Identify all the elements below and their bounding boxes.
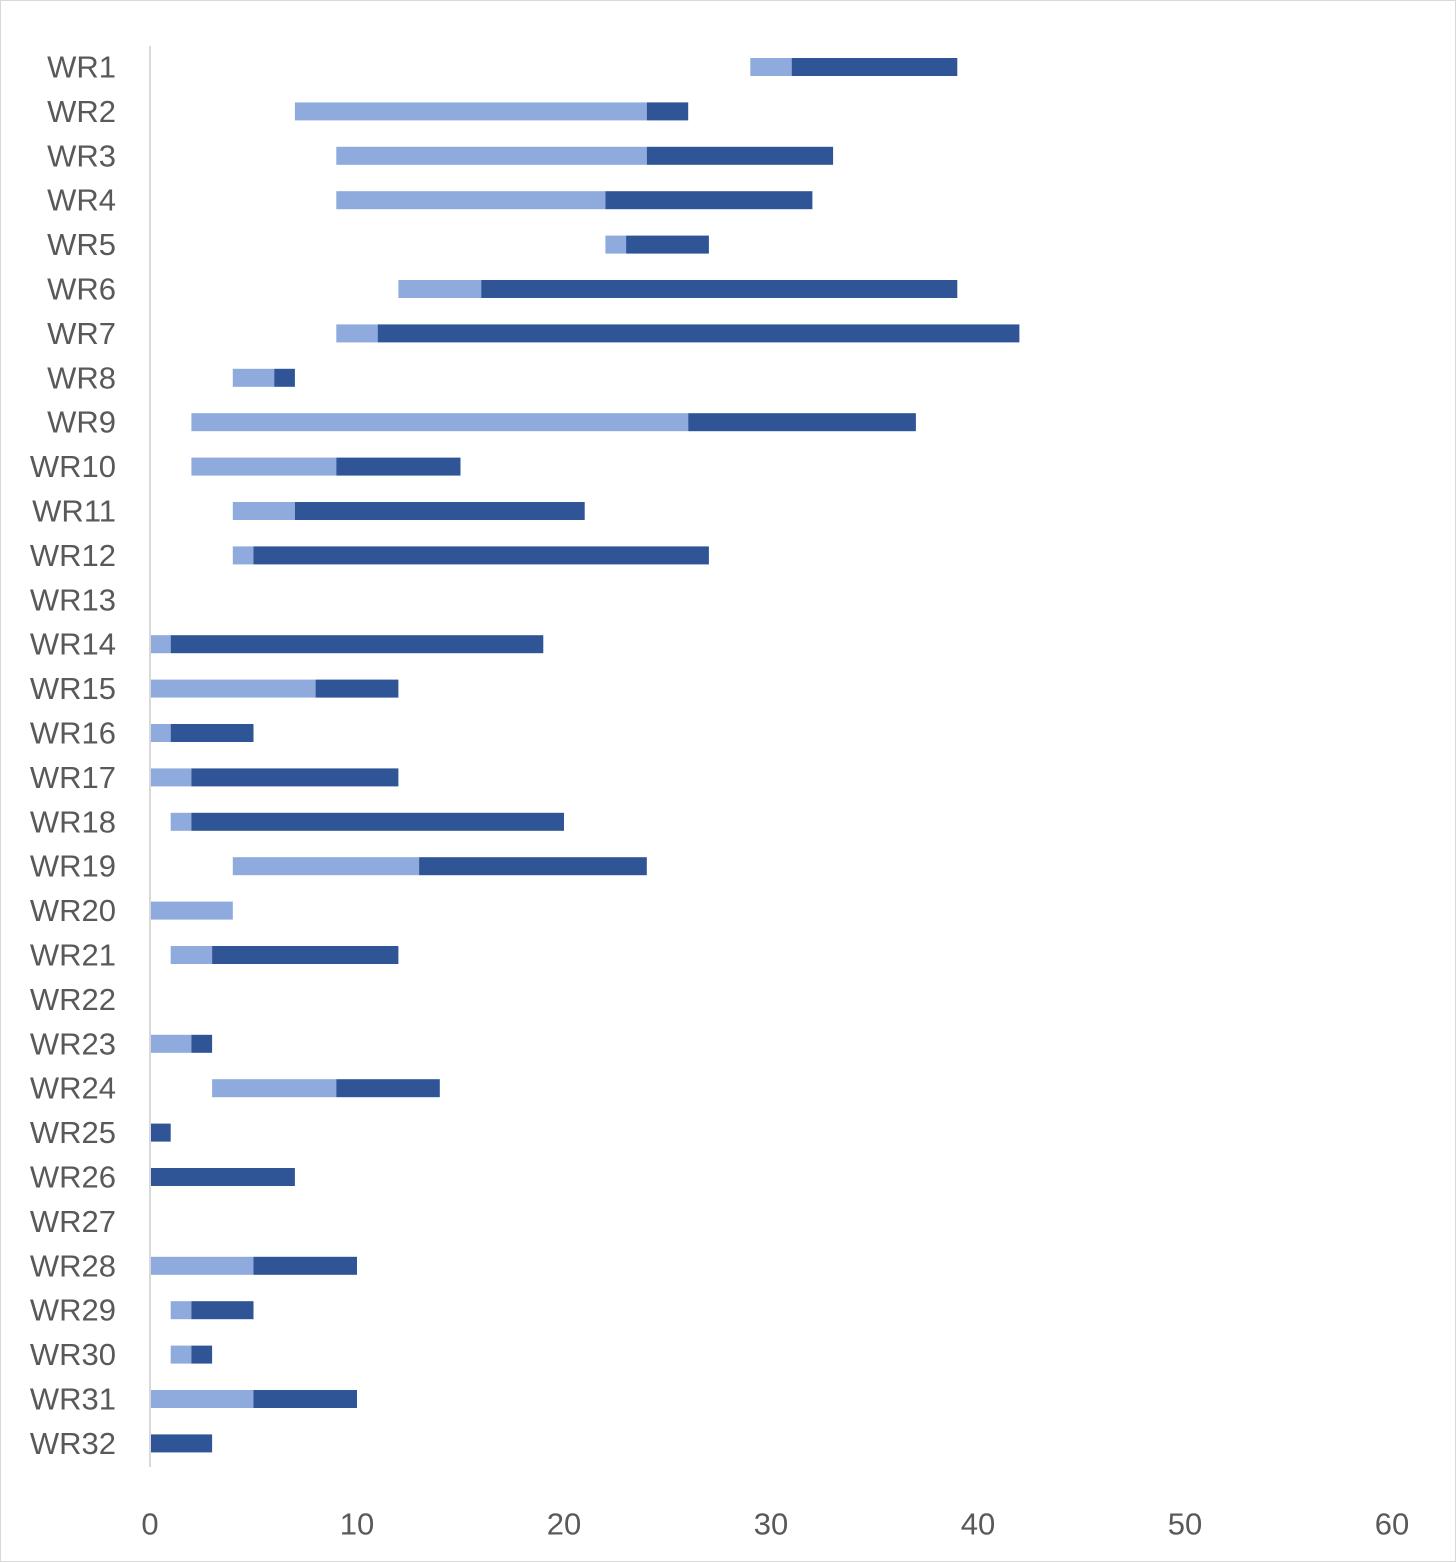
- bar-segment-dark: [336, 1079, 440, 1098]
- y-tick-label: WR28: [30, 1248, 116, 1283]
- y-tick-label: WR6: [47, 272, 116, 307]
- bar-segment-light: [150, 901, 233, 920]
- y-tick-label: WR23: [30, 1026, 116, 1061]
- bar-segment-dark: [419, 857, 647, 876]
- y-tick-label: WR5: [47, 227, 116, 262]
- y-tick-label: WR30: [30, 1337, 116, 1372]
- bar-segment-dark: [150, 1123, 171, 1142]
- bar-segment-dark: [191, 1345, 213, 1364]
- y-tick-label: WR25: [30, 1115, 116, 1150]
- y-tick-label: WR29: [30, 1293, 116, 1328]
- bar-segment-dark: [191, 768, 399, 787]
- y-axis-tick-labels: WR1 WR2 WR3 WR4 WR5 WR6 WR7 WR8 WR9 WR10 WR11 WR12 W…: [30, 50, 116, 1461]
- bar-segment-light: [232, 857, 420, 876]
- bar-segment-dark: [253, 546, 709, 565]
- bar-segment-dark: [191, 1034, 213, 1053]
- y-tick-label: WR3: [47, 138, 116, 173]
- bar-segment-light: [191, 413, 689, 432]
- bar-segment-light: [336, 146, 647, 165]
- y-tick-label: WR22: [30, 982, 116, 1017]
- bar-segment-dark: [274, 368, 295, 387]
- bar-segment-light: [170, 1345, 192, 1364]
- bar-segment-dark: [150, 1168, 295, 1186]
- bar-segment-dark: [646, 146, 834, 165]
- bar-segment-light: [170, 946, 213, 964]
- y-tick-label: WR4: [47, 183, 116, 218]
- bar-segment-dark: [791, 58, 958, 76]
- y-tick-label: WR32: [30, 1426, 116, 1461]
- y-tick-label: WR18: [30, 804, 116, 839]
- bar-segment-dark: [315, 679, 399, 698]
- bar-segment-light: [150, 679, 316, 698]
- bar-segment-light: [605, 235, 627, 254]
- bar-segment-dark: [336, 457, 461, 476]
- bar-segment-dark: [191, 812, 564, 831]
- bar-segment-dark: [170, 724, 254, 742]
- bar-segment-dark: [253, 1256, 357, 1275]
- y-tick-label: WR16: [30, 716, 116, 751]
- y-tick-label: WR20: [30, 893, 116, 928]
- x-tick-label: 30: [754, 1507, 788, 1542]
- bar-segment-light: [150, 635, 171, 654]
- y-tick-label: WR17: [30, 760, 116, 795]
- bar-segment-light: [150, 768, 192, 787]
- x-tick-label: 0: [141, 1507, 158, 1542]
- bars-layer: [150, 58, 1020, 1453]
- y-tick-label: WR2: [47, 94, 116, 129]
- y-tick-label: WR11: [32, 494, 116, 529]
- y-tick-label: WR1: [47, 50, 116, 85]
- bar-segment-light: [150, 1256, 254, 1275]
- bar-segment-dark: [605, 191, 813, 210]
- bar-segment-dark: [170, 635, 544, 654]
- bar-segment-light: [232, 368, 275, 387]
- bar-segment-light: [170, 812, 192, 831]
- x-axis-tick-labels: 0 10 20 30 40 50 60: [141, 1507, 1409, 1542]
- y-tick-label: WR7: [47, 316, 116, 351]
- y-tick-label: WR9: [47, 405, 116, 440]
- bar-segment-light: [150, 1390, 254, 1408]
- y-tick-label: WR15: [30, 671, 116, 706]
- bar-segment-light: [170, 1301, 192, 1320]
- x-tick-label: 50: [1168, 1507, 1202, 1542]
- y-tick-label: WR27: [30, 1204, 116, 1239]
- bar-segment-light: [212, 1079, 337, 1098]
- y-tick-label: WR12: [30, 538, 116, 573]
- bar-segment-light: [232, 546, 254, 565]
- x-tick-label: 20: [547, 1507, 581, 1542]
- y-tick-label: WR31: [30, 1382, 116, 1417]
- y-tick-label: WR14: [30, 627, 116, 662]
- bar-segment-dark: [253, 1390, 357, 1408]
- bar-segment-dark: [646, 102, 689, 121]
- bar-segment-light: [150, 1034, 192, 1053]
- bar-segment-light: [150, 724, 171, 742]
- y-tick-label: WR24: [30, 1071, 116, 1106]
- x-tick-label: 40: [961, 1507, 995, 1542]
- bar-segment-light: [294, 102, 647, 121]
- bar-segment-dark: [481, 280, 958, 298]
- y-tick-label: WR19: [30, 849, 116, 884]
- bar-segment-dark: [212, 946, 399, 964]
- bar-segment-light: [750, 58, 792, 76]
- y-tick-label: WR10: [30, 449, 116, 484]
- y-tick-label: WR8: [47, 360, 116, 395]
- bar-segment-dark: [688, 413, 916, 432]
- bar-segment-light: [336, 324, 378, 343]
- bar-segment-dark: [377, 324, 1020, 343]
- y-tick-label: WR13: [30, 582, 116, 617]
- y-tick-label: WR26: [30, 1160, 116, 1195]
- bar-segment-light: [398, 280, 482, 298]
- bar-segment-dark: [191, 1301, 254, 1320]
- bar-segment-dark: [626, 235, 709, 254]
- bar-segment-light: [191, 457, 337, 476]
- bar-segment-dark: [294, 502, 585, 520]
- bar-segment-light: [232, 502, 295, 520]
- x-tick-label: 60: [1375, 1507, 1409, 1542]
- x-tick-label: 10: [340, 1507, 374, 1542]
- y-tick-label: WR21: [30, 938, 116, 973]
- bar-segment-dark: [150, 1434, 213, 1453]
- bar-segment-light: [336, 191, 606, 210]
